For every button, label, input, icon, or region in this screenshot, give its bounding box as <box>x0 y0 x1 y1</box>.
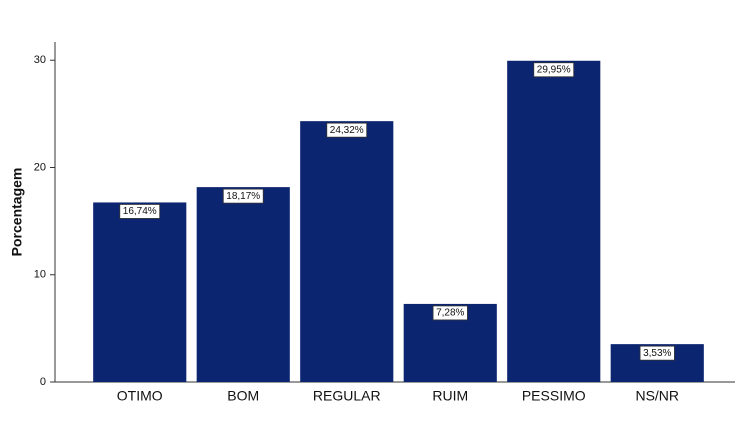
x-tick-label: PESSIMO <box>522 388 586 404</box>
value-label-box <box>222 188 264 204</box>
x-tick-label: RUIM <box>432 388 468 404</box>
value-label-box <box>533 62 575 78</box>
value-label: 16,74% <box>123 206 157 217</box>
y-tick-label: 20 <box>34 161 46 173</box>
bar <box>93 202 187 382</box>
y-tick-label: 30 <box>34 54 46 66</box>
y-axis-label: Porcentagem <box>9 168 25 257</box>
value-label: 24,32% <box>330 125 364 136</box>
value-label: 18,17% <box>226 191 260 202</box>
value-label-box <box>326 122 368 138</box>
bar <box>300 121 394 382</box>
x-tick-label: BOM <box>227 388 259 404</box>
bar <box>507 60 601 382</box>
value-label-box <box>432 305 468 321</box>
value-label: 3,53% <box>643 348 671 359</box>
value-label-box <box>639 345 675 361</box>
x-tick-label: REGULAR <box>313 388 381 404</box>
value-label: 29,95% <box>537 64 571 75</box>
y-tick-label: 0 <box>40 376 46 388</box>
x-tick-label: NS/NR <box>635 388 679 404</box>
value-label: 7,28% <box>436 308 464 319</box>
x-tick-label: OTIMO <box>117 388 163 404</box>
value-label-box <box>119 204 161 219</box>
y-tick-label: 10 <box>34 269 46 281</box>
bar <box>196 187 290 382</box>
